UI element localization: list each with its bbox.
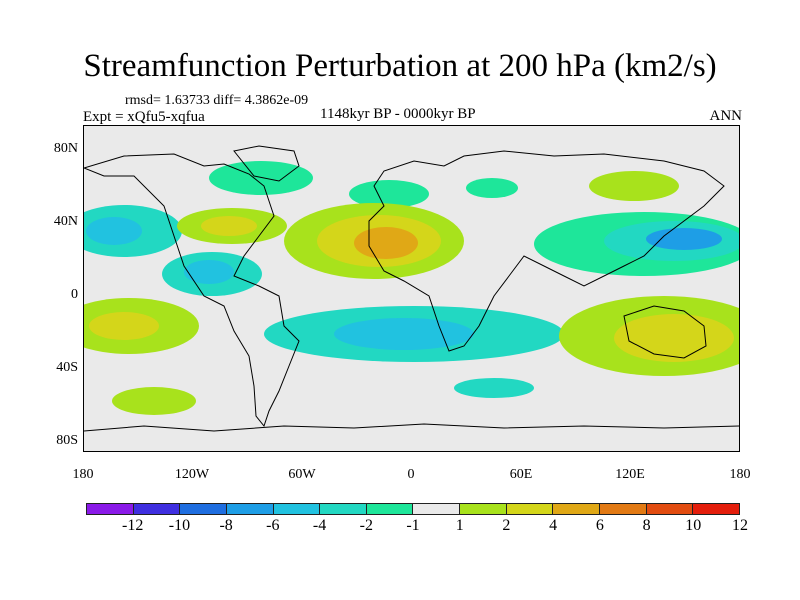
experiment-label: Expt = xQfu5-xqfua bbox=[83, 109, 205, 125]
colorbar-label: -12 bbox=[122, 517, 144, 534]
contour-region bbox=[646, 228, 722, 250]
colorbar-label: -4 bbox=[312, 517, 327, 534]
colorbar-label: -2 bbox=[359, 517, 373, 534]
colorbar-label: 10 bbox=[685, 517, 702, 534]
colorbar-swatch bbox=[133, 503, 181, 515]
australia-coast bbox=[623, 305, 707, 359]
colorbar-label: 6 bbox=[595, 517, 604, 534]
colorbar-swatch bbox=[180, 503, 227, 515]
lon-label: 60W bbox=[288, 467, 316, 482]
colorbar-swatch bbox=[460, 503, 507, 515]
eurasia-africa-coast bbox=[368, 150, 725, 352]
colorbar-label: -6 bbox=[266, 517, 280, 534]
colorbar-label: -1 bbox=[406, 517, 420, 534]
lon-label: 180 bbox=[72, 467, 94, 482]
contour-region bbox=[86, 217, 142, 245]
colorbar bbox=[86, 503, 740, 515]
colorbar-swatch bbox=[86, 503, 134, 515]
contour-region bbox=[614, 314, 734, 362]
contour-region bbox=[112, 387, 196, 415]
colorbar-label: 1 bbox=[455, 517, 464, 534]
contour-region bbox=[334, 318, 474, 350]
contour-region bbox=[184, 260, 234, 284]
colorbar-swatch bbox=[366, 503, 414, 515]
lat-label: 40S bbox=[56, 360, 78, 375]
colorbar-swatch bbox=[693, 503, 740, 515]
colorbar-label: -10 bbox=[168, 517, 191, 534]
greenland-coast bbox=[233, 145, 300, 182]
contour-region bbox=[209, 161, 313, 195]
coastlines bbox=[84, 145, 739, 432]
contour-region bbox=[454, 378, 534, 398]
period-label: 1148kyr BP - 0000kyr BP bbox=[320, 106, 476, 122]
colorbar-swatch bbox=[600, 503, 647, 515]
map-panel bbox=[83, 125, 740, 452]
lat-label: 80N bbox=[53, 141, 78, 156]
lat-label: 40N bbox=[53, 214, 78, 229]
lat-label: 0 bbox=[71, 287, 78, 302]
contour-map bbox=[84, 145, 739, 432]
lon-label: 60E bbox=[509, 467, 533, 482]
contour-region bbox=[354, 227, 418, 259]
colorbar-swatch bbox=[506, 503, 554, 515]
stats-text: rmsd= 1.63733 diff= 4.3862e-09 bbox=[125, 93, 309, 108]
lon-label: 180 bbox=[729, 467, 751, 482]
contour-region bbox=[589, 171, 679, 201]
colorbar-label: -8 bbox=[219, 517, 233, 534]
colorbar-swatch bbox=[413, 503, 461, 515]
colorbar-label: 2 bbox=[502, 517, 511, 534]
contour-region bbox=[89, 312, 159, 340]
lon-label: 120W bbox=[174, 467, 210, 482]
lat-label: 80S bbox=[56, 433, 78, 448]
season-label: ANN bbox=[709, 108, 743, 124]
contour-region bbox=[201, 216, 257, 236]
chart-title: Streamfunction Perturbation at 200 hPa (… bbox=[83, 48, 717, 84]
colorbar-swatch bbox=[553, 503, 601, 515]
antarctica-coast bbox=[84, 423, 739, 432]
colorbar-label: 4 bbox=[549, 517, 558, 534]
lon-label: 120E bbox=[615, 467, 645, 482]
lon-label: 0 bbox=[407, 467, 415, 482]
contour-region bbox=[349, 180, 429, 208]
americas-coast bbox=[84, 153, 300, 428]
colorbar-label: 8 bbox=[642, 517, 651, 534]
contour-fills bbox=[84, 161, 739, 415]
colorbar-swatch bbox=[273, 503, 321, 515]
contour-region bbox=[466, 178, 518, 198]
colorbar-swatch bbox=[646, 503, 694, 515]
colorbar-swatch bbox=[320, 503, 367, 515]
colorbar-swatch bbox=[226, 503, 274, 515]
colorbar-label: 12 bbox=[732, 517, 748, 534]
